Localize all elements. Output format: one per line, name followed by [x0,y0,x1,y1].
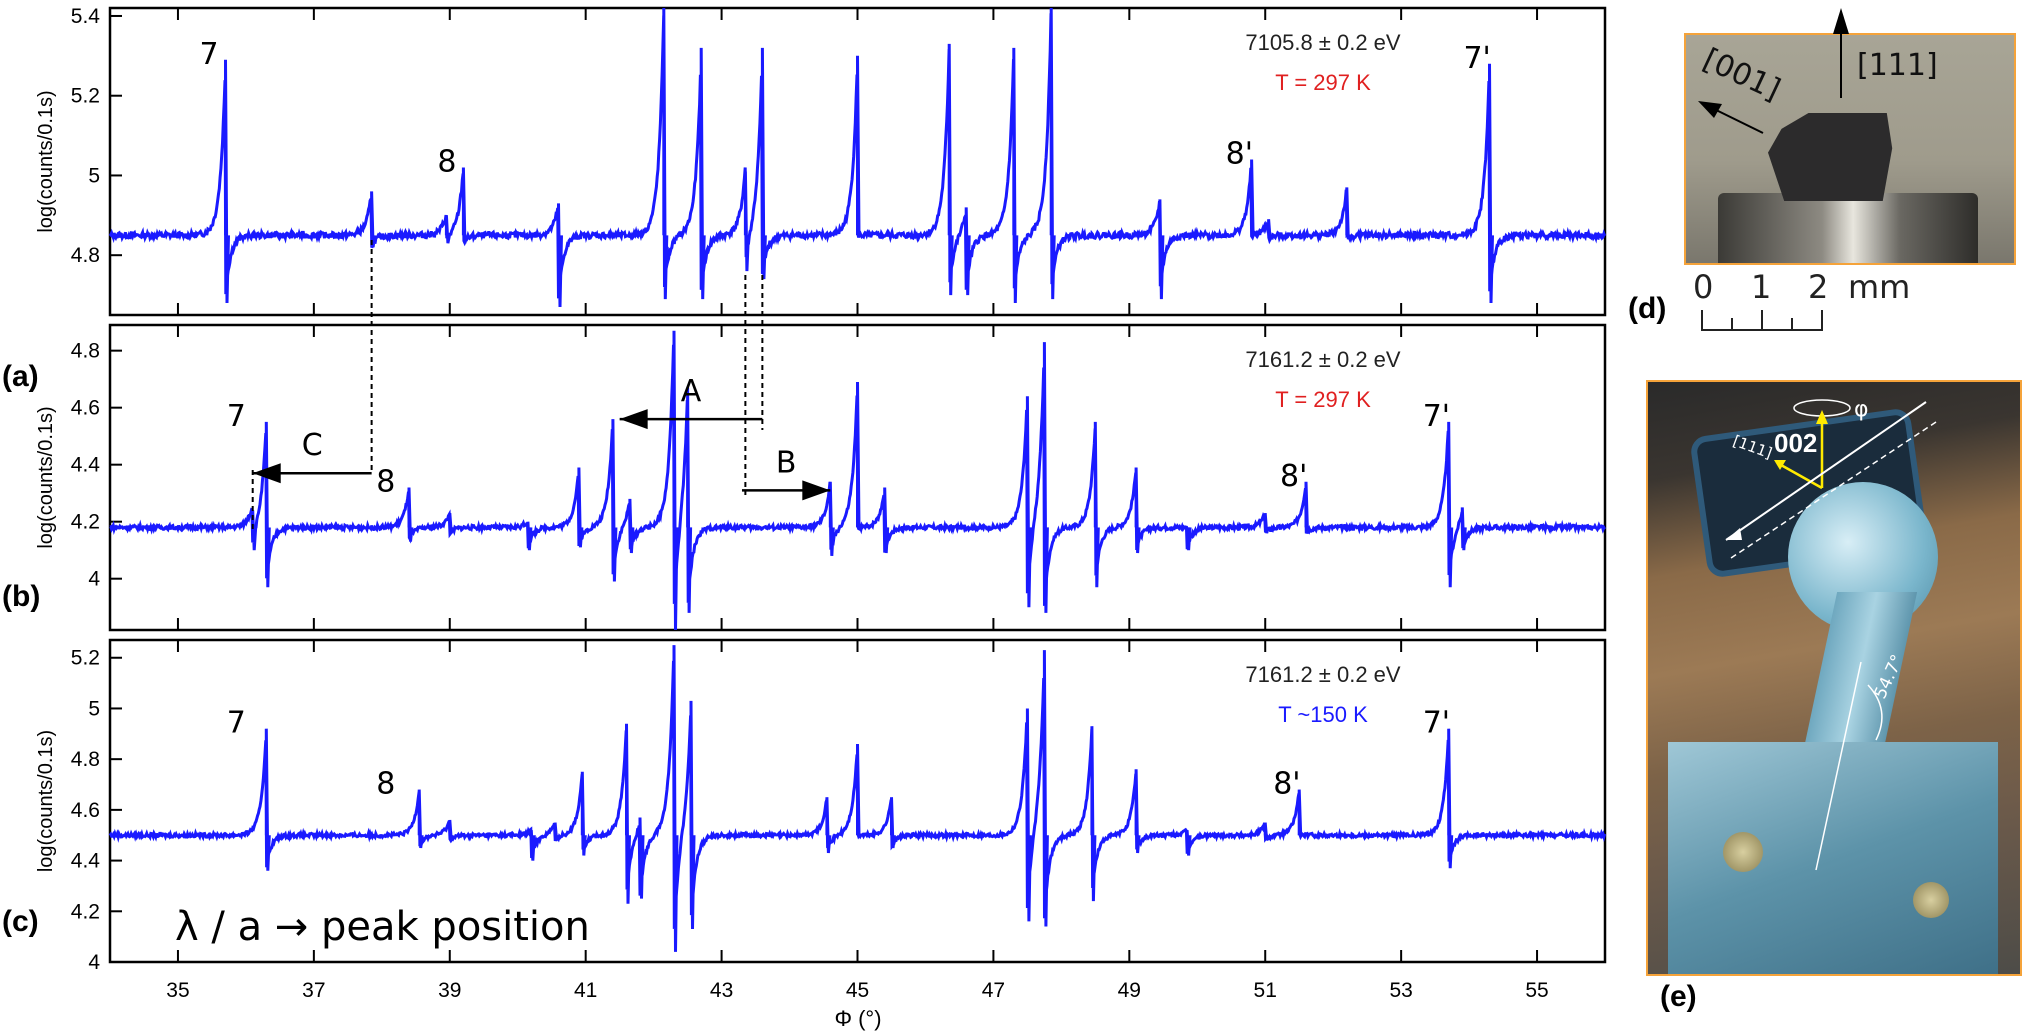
scale-unit: mm [1848,268,1910,306]
photo-goniometer [1646,380,2022,976]
temperature-annotation: T = 297 K [1275,387,1371,412]
panel-d-annotations: [111] [001] (d) 0 1 2 mm [1628,8,1938,331]
screw-1 [1723,832,1763,872]
peak-label: 8 [376,464,395,499]
y-tick-label: 4.2 [71,900,100,923]
temperature-annotation: T ~150 K [1278,702,1368,727]
arrow-left-icon [1698,101,1722,118]
peak-position-annotation: λ / a → peak position [175,904,590,950]
peak-label: 7' [1423,399,1450,434]
y-tick-label: 5.4 [71,5,101,28]
peak-label: 8 [437,144,456,179]
y-tick-label: 4.6 [71,397,100,420]
arrowhead-icon [619,409,648,430]
chart-panel-b: 4 4.2 4.4 4.6 4.8 log(counts/0.1s) 7 8 8' 7' 7161.… [35,323,1607,632]
panel-label-e: (e) [1660,980,1697,1013]
scale-tick-1: 1 [1751,268,1771,306]
arrow-up-icon [1833,8,1849,34]
data-series [108,7,1607,308]
panel-e-annotations: φ 002 [111] 54.7° [1725,397,1937,871]
arrowhead-icon [252,463,281,484]
energy-annotation: 7105.8 ± 0.2 eV [1245,30,1401,55]
y-tick-label: 5 [88,697,100,720]
data-series [108,645,1607,952]
y-axis-label: log(counts/0.1s) [35,730,57,872]
scale-tick-2: 2 [1808,268,1828,306]
x-tick-label: 45 [846,979,869,1002]
label-002: 002 [1774,428,1817,458]
scale-tick-0: 0 [1693,268,1713,306]
arrow-111-icon [1774,460,1786,470]
panel-label-d: (d) [1628,292,1666,325]
panel-label-c: (c) [2,905,39,938]
y-axis-label: log(counts/0.1s) [35,90,57,232]
peak-label: 7' [1463,41,1490,76]
plots-area: 4.8 5 5.2 5.4 log(counts/0.1s) 7 8 8' 7' 7105.8 ±… [35,5,1607,1002]
y-tick-label: 4.6 [71,799,100,822]
label-111: [111] [1857,48,1938,83]
peak-label: 8 [376,767,395,802]
x-tick-label: 37 [302,979,325,1002]
y-tick-label: 4.4 [71,850,101,873]
x-tick-label: 41 [574,979,597,1002]
y-tick-label: 4 [88,951,100,974]
peak-label: 7 [200,37,219,72]
x-tick-label: 51 [1254,979,1277,1002]
y-tick-label: 4.8 [71,748,100,771]
chart-panel-a: 4.8 5 5.2 5.4 log(counts/0.1s) 7 8 8' 7' 7105.8 ±… [35,5,1607,317]
chart-panel-c: 4 4.2 4.4 4.6 4.8 5 5.2 log(counts/0.1s) 35 37 39 4… [35,638,1607,1002]
label-001: [001] [1698,42,1786,108]
x-tick-label: 55 [1525,979,1548,1002]
beam-arrow-icon [1726,528,1742,540]
crystal [1768,113,1893,201]
shift-label: A [681,374,702,409]
energy-annotation: 7161.2 ± 0.2 eV [1245,662,1401,687]
peak-label: 7 [227,706,246,741]
sample-holder [1718,193,1978,263]
y-tick-label: 5.2 [71,647,100,670]
arrowhead-icon [802,480,831,501]
panel-label-a: (a) [2,360,39,393]
angle-arc-icon [1867,684,1883,741]
shift-label: C [302,428,323,463]
panel-label-b: (b) [2,580,41,613]
label-phi: φ [1854,397,1869,422]
y-tick-label: 4.8 [71,244,100,267]
temperature-annotation: T = 297 K [1275,70,1371,95]
y-tick-label: 5 [88,164,100,187]
peak-label: 7 [227,399,246,434]
y-tick-label: 4 [88,568,100,591]
y-tick-label: 4.4 [71,454,101,477]
y-tick-label: 5.2 [71,85,100,108]
peak-label: 8' [1280,459,1307,494]
y-tick-label: 4.2 [71,511,100,534]
x-tick-label: 47 [982,979,1005,1002]
scale-bar [1701,310,1823,331]
screw-2 [1913,882,1949,918]
x-tick-label: 53 [1389,979,1412,1002]
photo-crystal-sample [1684,33,2016,265]
shift-label: B [776,445,797,480]
x-tick-label: 39 [438,979,461,1002]
y-tick-label: 4.8 [71,340,100,363]
x-tick-label: 35 [166,979,189,1002]
peak-label: 8' [1273,767,1300,802]
x-axis-label: Φ (°) [834,1006,881,1031]
y-axis-label: log(counts/0.1s) [35,406,57,548]
label-111-e: [111] [1731,432,1775,463]
energy-annotation: 7161.2 ± 0.2 eV [1245,347,1401,372]
data-series [109,330,1607,631]
arrow-002-icon [1816,410,1828,424]
x-tick-label: 43 [710,979,733,1002]
x-tick-label: 49 [1118,979,1141,1002]
peak-label: 7' [1423,706,1450,741]
peak-label: 8' [1226,137,1253,172]
